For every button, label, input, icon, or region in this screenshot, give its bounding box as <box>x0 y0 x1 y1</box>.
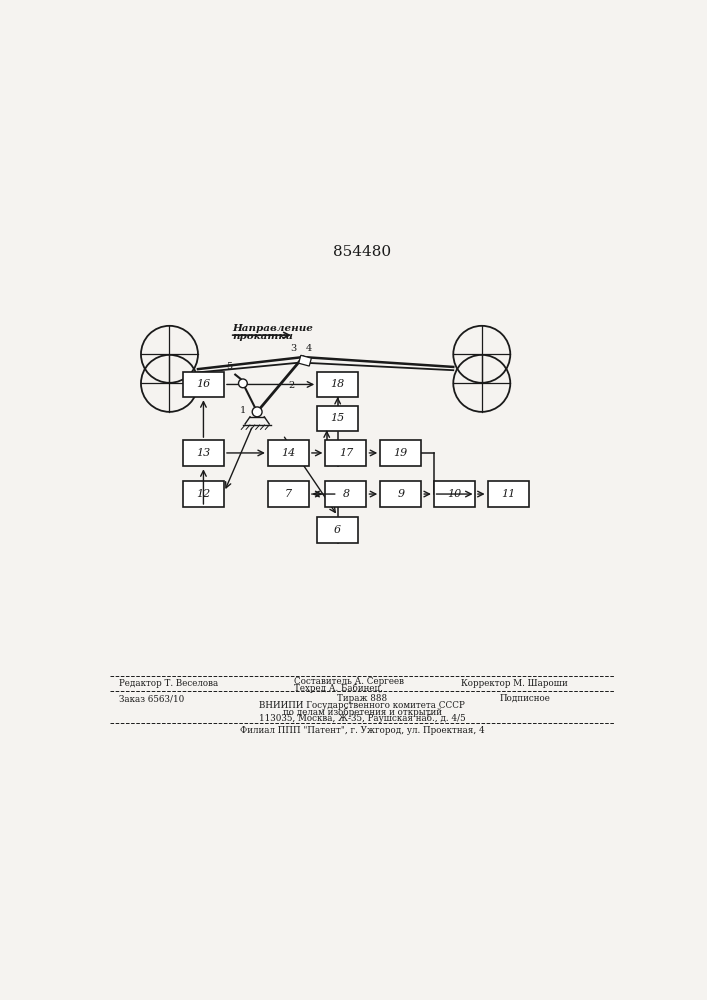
Text: 13: 13 <box>197 448 211 458</box>
Text: 5: 5 <box>227 362 233 371</box>
Text: Заказ 6563/10: Заказ 6563/10 <box>119 694 184 703</box>
Bar <box>434 481 475 507</box>
Circle shape <box>238 379 247 388</box>
Text: 6: 6 <box>334 525 341 535</box>
Text: Филиал ППП "Патент", г. Ужгород, ул. Проектная, 4: Филиал ППП "Патент", г. Ужгород, ул. Про… <box>240 726 485 735</box>
Text: 8: 8 <box>342 489 349 499</box>
Text: 854480: 854480 <box>333 245 392 259</box>
Text: 4: 4 <box>306 344 312 353</box>
Text: 14: 14 <box>281 448 296 458</box>
Text: 17: 17 <box>339 448 353 458</box>
Bar <box>317 406 358 431</box>
Text: Подписное: Подписное <box>499 694 550 703</box>
Bar <box>183 372 224 397</box>
Text: 9: 9 <box>397 489 404 499</box>
Text: 3: 3 <box>291 344 297 353</box>
Bar <box>325 440 366 466</box>
Bar <box>298 355 311 366</box>
Text: по делам изобретения и открытий: по делам изобретения и открытий <box>283 707 442 717</box>
Text: 18: 18 <box>331 379 345 389</box>
Text: 1: 1 <box>240 406 246 415</box>
Bar <box>488 481 529 507</box>
Text: 2: 2 <box>288 381 295 390</box>
Bar <box>325 481 366 507</box>
Text: Корректор М. Шароши: Корректор М. Шароши <box>461 679 568 688</box>
Text: 7: 7 <box>285 489 292 499</box>
Text: Редактор Т. Веселова: Редактор Т. Веселова <box>119 679 218 688</box>
Bar <box>268 440 309 466</box>
Text: 19: 19 <box>394 448 408 458</box>
Bar <box>317 517 358 543</box>
Text: 113035, Москва, Ж-35, Раушская наб., д. 4/5: 113035, Москва, Ж-35, Раушская наб., д. … <box>259 714 466 723</box>
Text: 16: 16 <box>197 379 211 389</box>
Text: 11: 11 <box>501 489 515 499</box>
Text: 10: 10 <box>448 489 462 499</box>
Text: 12: 12 <box>197 489 211 499</box>
Bar <box>183 440 224 466</box>
Text: Тираж 888: Тираж 888 <box>337 694 387 703</box>
Text: 15: 15 <box>331 413 345 423</box>
Circle shape <box>252 407 262 417</box>
Bar <box>317 372 358 397</box>
Text: Направление: Направление <box>232 324 312 333</box>
Bar <box>268 481 309 507</box>
Text: Техред А. Бабинец,: Техред А. Бабинец, <box>294 683 383 693</box>
Text: прокатки: прокатки <box>232 332 293 341</box>
Bar <box>380 440 421 466</box>
Bar <box>183 481 224 507</box>
Bar <box>380 481 421 507</box>
Text: Составитель А. Сергеев: Составитель А. Сергеев <box>294 677 404 686</box>
Text: ВНИИПИ Государственного комитета СССР: ВНИИПИ Государственного комитета СССР <box>259 701 465 710</box>
